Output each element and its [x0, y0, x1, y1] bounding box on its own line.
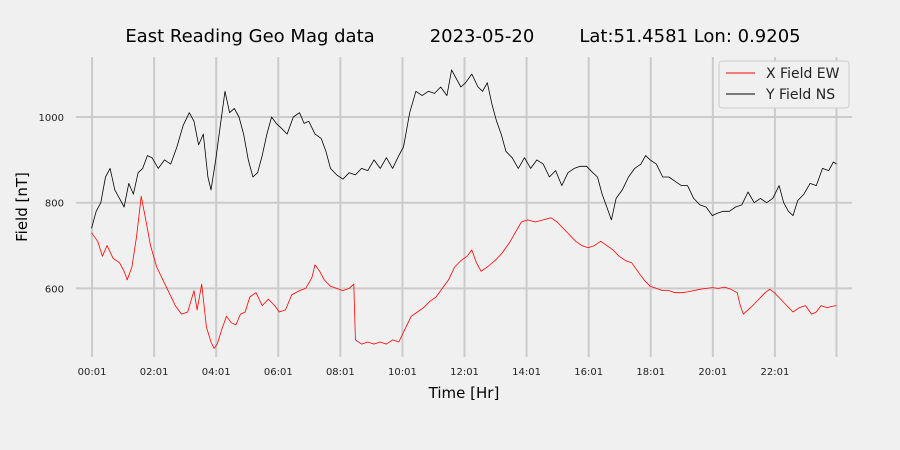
series-group: [91, 69, 837, 349]
x-axis-ticks: 00:01 02:01 04:01 06:01 08:01 10:01 12:01 14:01…: [78, 367, 790, 378]
x-tick-label: 10:01: [388, 367, 417, 378]
series-line-x-field-ew: [91, 195, 837, 349]
x-tick-label: 04:01: [202, 367, 231, 378]
y-tick-label: 800: [45, 199, 64, 210]
y-axis-ticks: 600 800 1000: [39, 113, 64, 295]
x-tick-label: 06:01: [264, 367, 293, 378]
y-tick-label: 600: [45, 284, 64, 295]
series-line-y-field-ns: [91, 69, 837, 229]
x-tick-label: 14:01: [512, 367, 541, 378]
x-tick-label: 12:01: [450, 367, 479, 378]
x-tick-label: 22:01: [761, 367, 790, 378]
y-axis-label: Field [nT]: [13, 172, 31, 242]
legend-label: X Field EW: [766, 66, 840, 82]
chart-title-main: East Reading Geo Mag data: [125, 26, 374, 47]
legend-label: Y Field NS: [765, 87, 835, 103]
chart-title-date: 2023-05-20: [430, 26, 535, 47]
x-tick-label: 18:01: [636, 367, 665, 378]
x-tick-label: 00:01: [78, 367, 107, 378]
x-tick-label: 20:01: [698, 367, 727, 378]
x-axis-label: Time [Hr]: [428, 384, 500, 402]
legend: X Field EW Y Field NS: [718, 60, 850, 109]
y-tick-label: 1000: [39, 113, 64, 124]
chart-title-location: Lat:51.4581 Lon: 0.9205: [579, 26, 800, 47]
x-tick-label: 16:01: [574, 367, 603, 378]
x-tick-label: 02:01: [140, 367, 169, 378]
x-tick-label: 08:01: [326, 367, 355, 378]
grid: [76, 57, 852, 357]
